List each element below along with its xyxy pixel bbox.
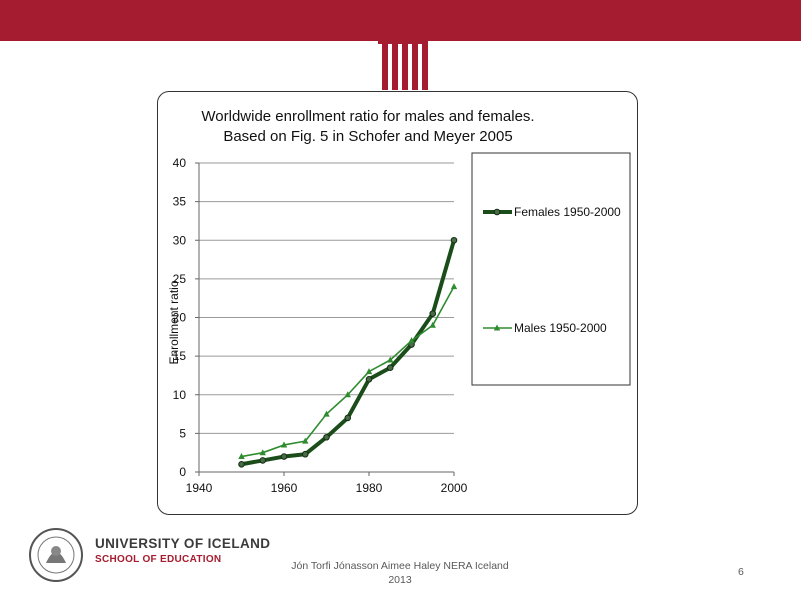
y-tick-label: 20 [173, 311, 187, 325]
chart-frame: Worldwide enrollment ratio for males and… [157, 91, 638, 515]
chart-title-line-2: Based on Fig. 5 in Schofer and Meyer 200… [223, 128, 512, 145]
data-point-female [301, 450, 309, 458]
data-point-female [259, 457, 267, 464]
data-point-female [365, 376, 373, 383]
y-tick-label: 5 [179, 426, 186, 440]
series-line-males [241, 286, 455, 458]
series-line-females [241, 239, 456, 467]
x-tick-label: 1980 [356, 481, 383, 495]
y-tick-label: 0 [179, 465, 186, 479]
legend-label-females: Females 1950-2000 [514, 205, 621, 219]
data-point-female [386, 364, 394, 372]
data-point-male [344, 391, 351, 398]
footer-credit: Jón Torfi Jónasson Aimee Haley NERA Icel… [270, 559, 530, 587]
university-name: UNIVERSITY OF ICELAND [95, 536, 271, 551]
data-point-female [280, 453, 288, 460]
school-name: SCHOOL OF EDUCATION [95, 554, 222, 565]
data-point-female [344, 414, 352, 422]
y-axis-label: Enrollment ratio [167, 280, 181, 364]
x-tick-label: 1960 [271, 481, 298, 495]
data-point-male [323, 410, 330, 417]
legend-marker-male [493, 324, 501, 331]
legend-marker-female [493, 208, 501, 216]
data-point-male [280, 441, 288, 448]
y-tick-label: 25 [173, 272, 187, 286]
slide-number: 6 [738, 566, 744, 578]
data-point-female [238, 460, 245, 468]
y-tick-label: 35 [173, 195, 187, 209]
data-point-female [429, 310, 437, 317]
university-seal-logo [29, 528, 83, 582]
y-tick-label: 30 [173, 233, 187, 247]
y-tick-label: 10 [173, 388, 187, 402]
legend-label-males: Males 1950-2000 [514, 321, 607, 335]
footer-year: 2013 [388, 574, 412, 586]
data-point-male [429, 321, 436, 328]
y-tick-label: 15 [173, 349, 187, 363]
data-point-male [408, 337, 415, 344]
x-tick-label: 2000 [441, 481, 468, 495]
university-temple-logo [360, 24, 446, 90]
data-point-female [323, 433, 330, 441]
legend-box [471, 152, 631, 386]
data-point-male [387, 356, 394, 363]
data-point-male [259, 449, 266, 456]
chart-title-line-1: Worldwide enrollment ratio for males and… [201, 108, 534, 125]
data-point-male [302, 437, 309, 444]
x-tick-label: 1940 [186, 481, 213, 495]
enrollment-line-chart: Worldwide enrollment ratio for males and… [167, 108, 631, 495]
y-tick-label: 40 [173, 156, 187, 170]
data-point-male [365, 368, 373, 375]
data-point-male [238, 453, 245, 460]
data-point-female [450, 236, 458, 244]
data-point-male [450, 283, 458, 290]
footer-authors: Jón Torfi Jónasson Aimee Haley NERA Icel… [291, 560, 509, 572]
